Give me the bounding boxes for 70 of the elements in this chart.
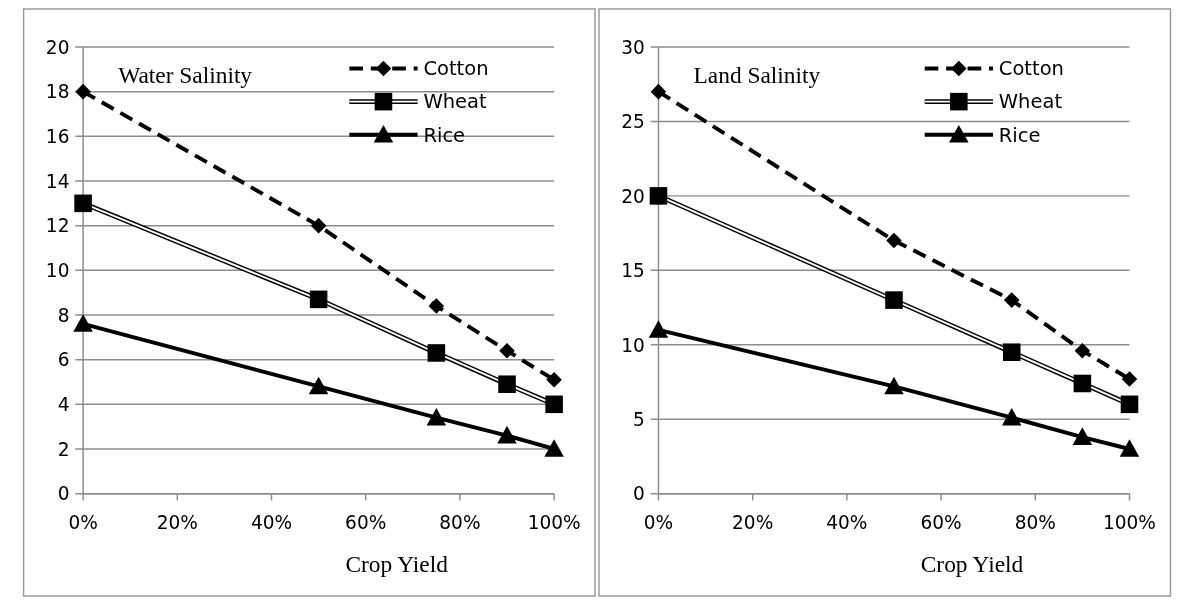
point xyxy=(498,375,516,393)
point xyxy=(1073,374,1092,393)
text: Water Salinity xyxy=(118,62,253,89)
point xyxy=(75,83,91,100)
x-tick-label: 0% xyxy=(68,511,98,533)
text: Land Salinity xyxy=(693,62,821,89)
point xyxy=(650,83,667,100)
point xyxy=(544,439,564,457)
y-tick-label: 0 xyxy=(633,483,645,505)
point xyxy=(309,290,328,309)
point xyxy=(427,344,446,362)
y-tick-label: 16 xyxy=(45,126,70,148)
legend-label: Wheat xyxy=(423,90,488,114)
y-tick-label: 25 xyxy=(621,111,645,133)
point xyxy=(499,342,515,359)
y-tick-label: 20 xyxy=(45,36,70,58)
x-tick-label: 20% xyxy=(156,511,198,533)
x-tick-label: 20% xyxy=(732,511,774,533)
y-tick-label: 15 xyxy=(621,260,645,282)
point xyxy=(1003,292,1020,308)
point xyxy=(648,320,669,338)
point xyxy=(885,291,903,309)
legend-label: Cotton xyxy=(423,57,489,81)
legend-label: Cotton xyxy=(998,57,1064,81)
y-tick-label: 2 xyxy=(57,438,70,460)
point xyxy=(310,217,327,234)
x-tick-label: 60% xyxy=(920,511,962,533)
y-tick-label: 10 xyxy=(45,260,70,282)
point xyxy=(545,395,563,414)
point xyxy=(308,376,329,395)
point xyxy=(884,376,904,395)
point xyxy=(73,314,93,332)
legend-label: Wheat xyxy=(998,90,1063,114)
point xyxy=(1001,407,1022,426)
x-tick-label: 40% xyxy=(250,511,293,533)
point xyxy=(74,194,92,213)
y-tick-label: 0 xyxy=(57,483,70,505)
legend-label: Rice xyxy=(998,123,1041,147)
y-tick-label: 5 xyxy=(633,409,645,431)
y-tick-label: 6 xyxy=(57,349,70,371)
point xyxy=(428,298,445,314)
point xyxy=(649,187,668,205)
point xyxy=(1121,371,1138,387)
y-tick-label: 4 xyxy=(57,394,70,416)
point xyxy=(1074,342,1091,359)
y-tick-label: 8 xyxy=(57,304,70,326)
y-tick-label: 30 xyxy=(621,36,645,58)
x-tick-label: 40% xyxy=(826,511,868,533)
x-tick-label: 100% xyxy=(1103,511,1156,533)
point xyxy=(426,407,447,426)
x-tick-label: 80% xyxy=(1014,511,1056,533)
y-tick-label: 20 xyxy=(621,185,645,207)
y-tick-label: 18 xyxy=(45,81,70,103)
x-axis-title: Crop Yield xyxy=(920,550,1024,577)
x-axis-title: Crop Yield xyxy=(345,550,449,577)
legend-label: Rice xyxy=(423,123,466,147)
point xyxy=(1002,343,1021,361)
x-tick-label: 80% xyxy=(439,511,481,533)
point xyxy=(546,371,562,388)
y-tick-label: 14 xyxy=(45,170,70,192)
point xyxy=(1072,427,1093,445)
point xyxy=(497,425,517,444)
point xyxy=(1120,395,1139,414)
point xyxy=(1119,439,1140,457)
x-tick-label: 60% xyxy=(345,511,387,533)
point xyxy=(886,232,902,249)
x-tick-label: 100% xyxy=(527,511,581,533)
y-tick-label: 12 xyxy=(45,215,70,237)
x-tick-label: 0% xyxy=(643,511,674,533)
y-tick-label: 10 xyxy=(621,334,645,356)
